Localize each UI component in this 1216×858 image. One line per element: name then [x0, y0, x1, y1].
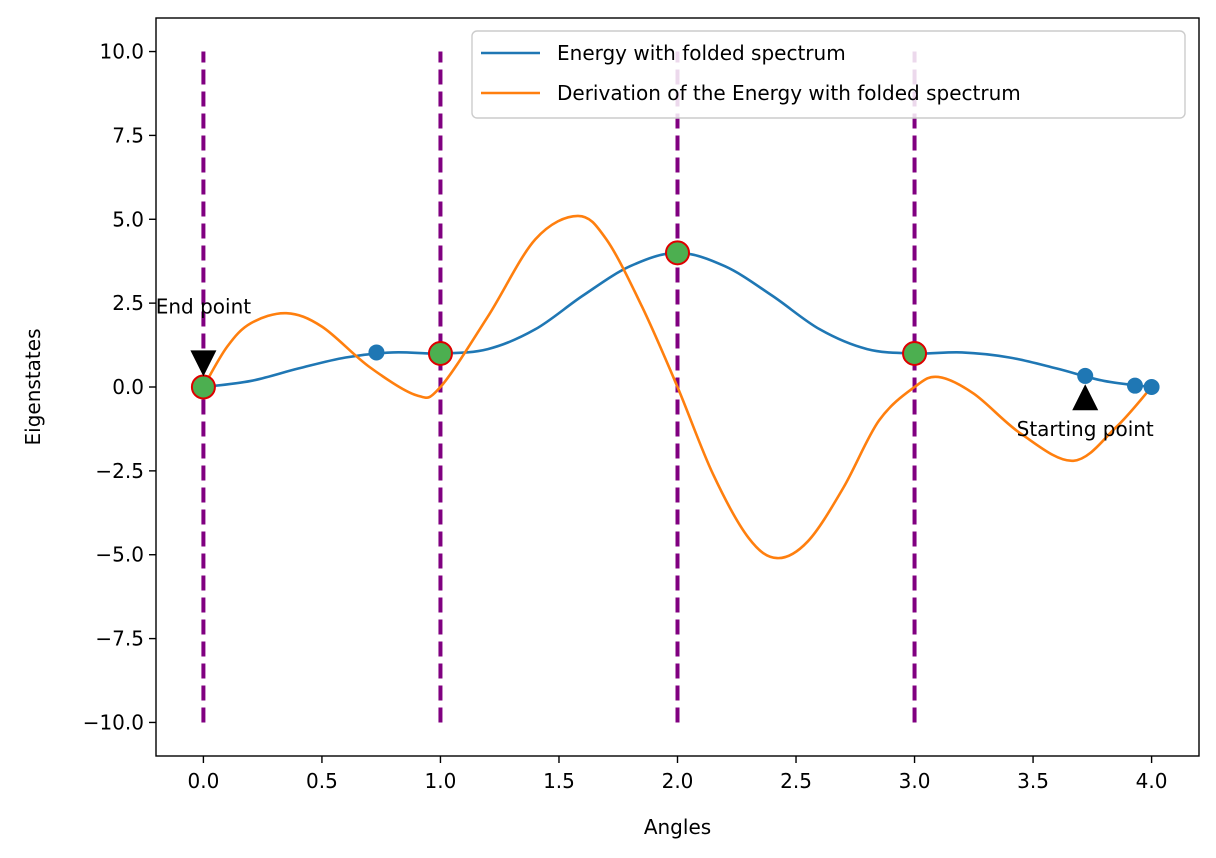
x-tick-label: 1.0 — [425, 769, 457, 793]
legend-box — [471, 30, 1186, 119]
highlight-point — [902, 340, 928, 366]
y-axis-title: Eigenstates — [21, 329, 45, 446]
end-point-arrow-marker — [190, 350, 217, 377]
x-tick-label: 4.0 — [1136, 769, 1168, 793]
annotations-layer: End point Starting point — [156, 294, 1154, 440]
starting-point-arrow-marker — [1072, 384, 1099, 411]
x-tick-label: 2.5 — [780, 769, 812, 793]
derivation-series-line — [202, 214, 1153, 560]
x-tick-label: 0.0 — [188, 769, 220, 793]
y-tick-label: 0.0 — [112, 375, 144, 399]
legend-label-energy: Energy with folded spectrum — [557, 41, 846, 65]
y-tick-label: 7.5 — [112, 123, 144, 147]
x-axis: 0.0 0.5 1.0 1.5 2.0 2.5 3.0 3.5 4.0 — [188, 756, 1168, 793]
highlight-point — [665, 240, 690, 266]
y-tick-label: −7.5 — [95, 627, 144, 651]
legend-label-derivation: Derivation of the Energy with folded spe… — [557, 81, 1021, 105]
legend: Energy with folded spectrum Derivation of… — [471, 30, 1186, 119]
y-tick-label: −5.0 — [95, 543, 144, 567]
scatter-point — [368, 344, 385, 361]
y-tick-label: 10.0 — [99, 40, 144, 64]
y-tick-label: −10.0 — [83, 710, 144, 734]
y-tick-label: −2.5 — [95, 459, 144, 483]
end-point-label: End point — [156, 294, 252, 318]
scatter-point — [1077, 367, 1094, 384]
highlight-point — [190, 374, 216, 400]
starting-point-label: Starting point — [1017, 417, 1154, 441]
scatter-point — [1143, 379, 1160, 395]
y-axis: −10.0 −7.5 −5.0 −2.5 0.0 2.5 5.0 7.5 10.0 — [83, 40, 156, 734]
x-tick-label: 3.5 — [1017, 769, 1049, 793]
x-axis-title: Angles — [644, 815, 711, 839]
points-layer — [190, 240, 1160, 400]
x-tick-label: 2.0 — [662, 769, 694, 793]
x-tick-label: 3.0 — [899, 769, 931, 793]
y-tick-label: 5.0 — [112, 207, 144, 231]
highlight-point — [427, 340, 453, 366]
y-tick-label: 2.5 — [112, 291, 144, 315]
x-tick-label: 1.5 — [543, 769, 575, 793]
x-tick-label: 0.5 — [306, 769, 338, 793]
scatter-point — [1126, 377, 1143, 394]
